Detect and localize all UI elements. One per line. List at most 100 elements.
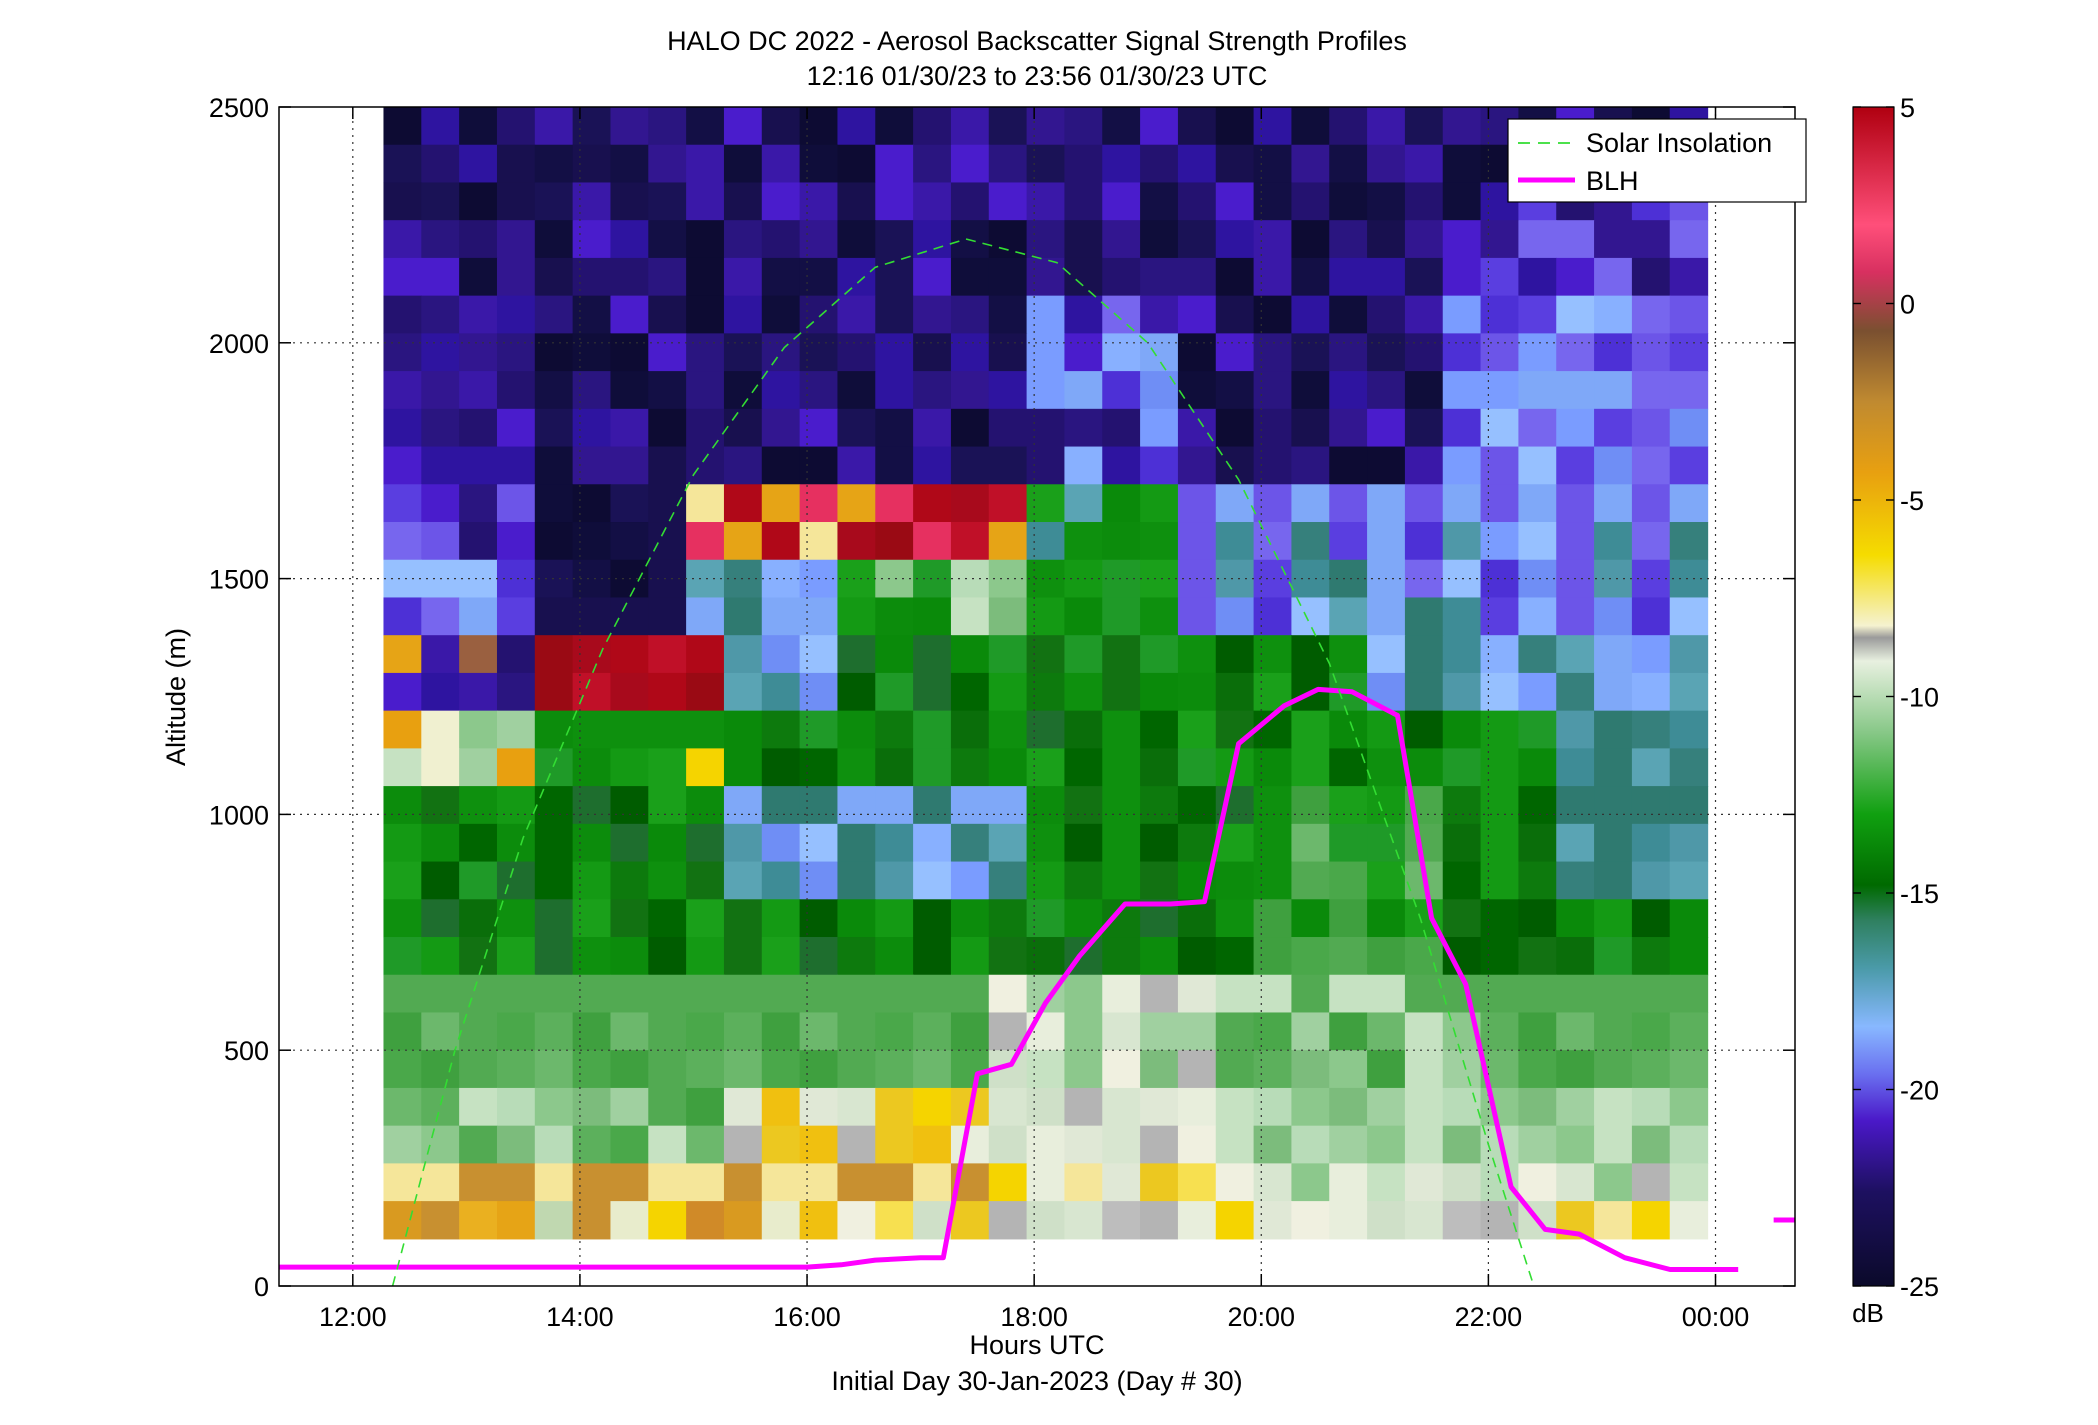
heatmap-cell [1291,823,1330,863]
heatmap-cell [1594,295,1633,334]
heatmap-cell [1329,522,1368,561]
heatmap-cell [1518,220,1557,259]
heatmap-cell [1367,1050,1406,1089]
heatmap-cell [761,333,801,372]
heatmap-cell [1064,710,1103,749]
heatmap-cell [1631,333,1671,372]
heatmap-cell [1404,371,1444,410]
heatmap-cell [648,937,687,976]
heatmap-cell [1669,484,1709,523]
heatmap-cell [1064,786,1103,825]
heatmap-cell [1518,748,1557,787]
heatmap-cell [1631,786,1671,825]
heatmap-cell [1367,484,1406,523]
heatmap-cell [610,974,649,1014]
heatmap-cell [1291,144,1330,184]
heatmap-cell [988,1087,1028,1127]
heatmap-cell [1631,295,1671,334]
heatmap-cell [572,748,612,787]
legend-solar-label: Solar Insolation [1586,128,1772,158]
colorbar-unit: dB [1852,1298,1884,1328]
heatmap-cell [1140,861,1179,900]
heatmap-cell [648,484,687,523]
heatmap-cell [1404,182,1444,221]
heatmap-cell [988,522,1028,561]
heatmap-cell [610,144,649,184]
heatmap-cell [1291,1050,1330,1089]
heatmap-cell [1556,710,1595,749]
heatmap-cell [1140,974,1179,1014]
heatmap-cell [1026,899,1066,938]
heatmap-cell [988,333,1028,372]
heatmap-cell [496,823,536,863]
heatmap-cell [1631,1163,1671,1202]
heatmap-cell [1669,710,1709,749]
heatmap-cell [988,974,1028,1014]
heatmap-cell [534,1050,574,1089]
heatmap-cell [686,710,725,749]
heatmap-cell [1215,1050,1255,1089]
heatmap-cell [799,672,839,712]
heatmap-cell [1442,484,1482,523]
heatmap-cell [1594,861,1633,900]
heatmap-cell [1329,937,1368,976]
heatmap-cell [1253,899,1293,938]
heatmap-cell [383,144,422,184]
y-tick-label: 500 [224,1036,269,1066]
heatmap-cell [1026,333,1066,372]
heatmap-cell [950,937,990,976]
x-axis: 12:00 14:00 16:00 18:00 20:00 22:00 00:00 [319,107,1749,1332]
heatmap-cell [1253,295,1293,334]
heatmap-cell [799,1201,839,1240]
heatmap-cell [1631,522,1671,561]
heatmap-cell [1367,107,1406,146]
heatmap-cell [686,1012,725,1051]
heatmap-cell [572,635,612,674]
heatmap-cell [496,333,536,372]
heatmap-cell [383,408,422,448]
heatmap-cell [648,522,687,561]
heatmap-cell [1480,861,1519,900]
heatmap-cell [1102,295,1141,334]
heatmap-cell [383,974,422,1014]
heatmap-cell [723,484,763,523]
heatmap-cell [383,333,422,372]
heatmap-cell [1215,899,1255,938]
heatmap-cell [1404,257,1444,297]
heatmap-cell [950,786,990,825]
heatmap-cell [686,446,725,485]
heatmap-cell [1291,333,1330,372]
heatmap-cell [383,710,422,749]
heatmap-cell [1140,1201,1179,1240]
heatmap-cell [686,559,725,599]
heatmap-cell [950,371,990,410]
heatmap-cell [1329,371,1368,410]
heatmap-cell [1291,974,1330,1014]
heatmap-cell [534,1163,574,1202]
heatmap-cell [1291,937,1330,976]
heatmap-cell [1404,597,1444,636]
heatmap-cell [799,1163,839,1202]
heatmap-cell [988,861,1028,900]
heatmap-cell [1669,446,1709,485]
heatmap-cell [459,484,498,523]
heatmap-cell [572,1087,612,1127]
heatmap-cell [421,937,460,976]
heatmap-cell [1631,635,1671,674]
heatmap-cell [1064,899,1103,938]
heatmap-cell [988,144,1028,184]
heatmap-cell [1102,257,1141,297]
heatmap-cell [1669,1012,1709,1051]
heatmap-cell [1367,899,1406,938]
heatmap-cell [950,974,990,1014]
heatmap-cell [988,597,1028,636]
heatmap-cell [648,861,687,900]
heatmap-cell [799,295,839,334]
heatmap-cell [1253,371,1293,410]
heatmap-cell [1669,295,1709,334]
heatmap-cell [1215,295,1255,334]
heatmap-cell [837,861,876,900]
heatmap-cell [1594,1163,1633,1202]
heatmap-cell [1140,1050,1179,1089]
heatmap-cell [1140,371,1179,410]
